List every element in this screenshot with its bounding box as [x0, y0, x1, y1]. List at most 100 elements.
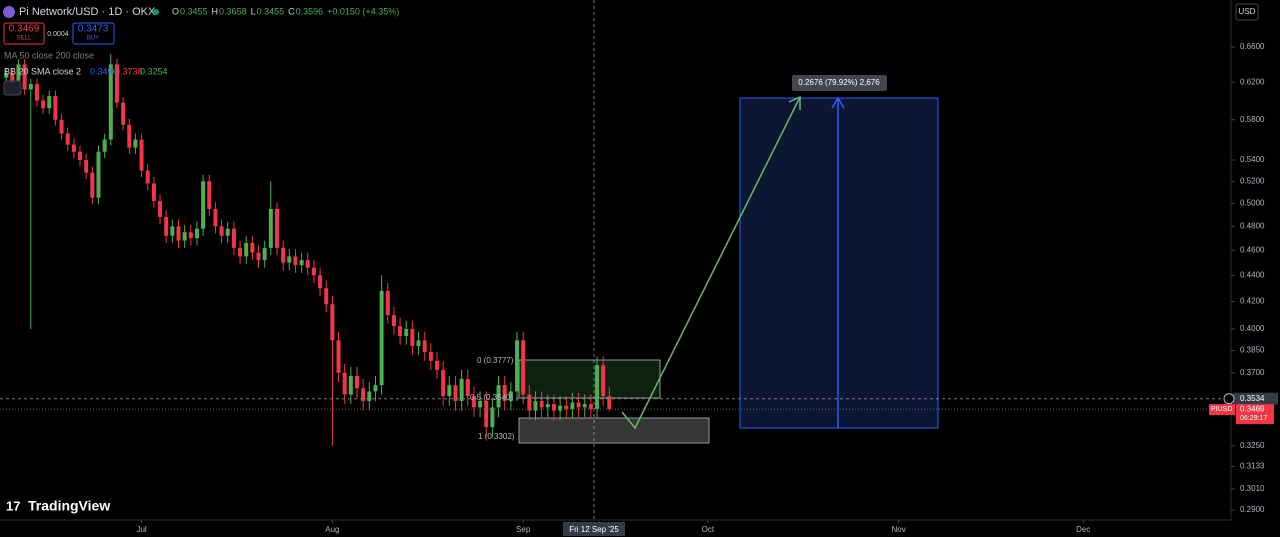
candle-body	[533, 400, 538, 411]
y-tick-label: 0.3133	[1240, 462, 1265, 471]
y-tick-label: 0.3250	[1240, 441, 1265, 450]
candle-body	[484, 400, 489, 428]
candle-body	[305, 260, 310, 268]
candle-body	[404, 328, 409, 337]
sell-button[interactable]	[3, 22, 45, 45]
candle-body	[588, 404, 593, 409]
currency: USD	[1239, 7, 1256, 16]
candle-body	[164, 217, 169, 236]
collapse-button[interactable]	[3, 80, 22, 96]
candle-body	[422, 340, 427, 352]
symbol-tag-box	[1209, 404, 1235, 416]
bb-basis: 0.3496	[90, 66, 118, 76]
y-tick-label: 0.6600	[1240, 42, 1265, 51]
candle-body	[379, 290, 384, 386]
candle-body	[151, 183, 156, 202]
candle-body	[176, 226, 181, 241]
candle-body	[558, 405, 563, 411]
ohlc-value: 0.3455	[257, 6, 285, 16]
plot	[4, 53, 612, 446]
candle-body	[595, 365, 600, 409]
candle-body	[22, 64, 27, 90]
candle-body	[527, 394, 532, 411]
candle-body	[311, 267, 316, 276]
x-tick-label: Dec	[1076, 525, 1090, 534]
candle-body	[342, 372, 347, 395]
currency-button[interactable]	[1235, 3, 1259, 21]
cursor-label-box	[563, 522, 625, 536]
x-tick-label: Oct	[702, 525, 715, 534]
candle-body	[521, 340, 526, 395]
candle-body	[582, 404, 587, 408]
candle-body	[515, 340, 520, 392]
candle-body	[570, 402, 575, 409]
symbol-tag: PIUSD	[1211, 406, 1232, 413]
ohlc-legend: O 0.3455 H 0.3658 L 0.3455 C 0.3596 +0.0150 (+4.…	[172, 6, 399, 16]
candle-body	[447, 385, 452, 397]
y-tick-label: 0.4600	[1240, 245, 1265, 254]
candle-body	[502, 385, 507, 401]
crosshair-price: 0.3534	[1240, 394, 1265, 403]
candle-body	[410, 328, 415, 347]
candle-body	[84, 160, 89, 173]
candle-body	[318, 275, 323, 289]
y-tick-label: 0.4400	[1240, 270, 1265, 279]
x-tick-label: Aug	[325, 525, 339, 534]
candle-body	[274, 208, 279, 248]
candle-body	[121, 102, 126, 125]
measure-label: 0.2676 (79.92%) 2,676	[798, 78, 880, 87]
candle-body	[78, 151, 83, 161]
candle-body	[373, 385, 378, 392]
measure-label-box	[792, 75, 887, 91]
y-tick-label: 0.5400	[1240, 155, 1265, 164]
candle-body	[182, 232, 187, 241]
candle-body	[348, 375, 353, 395]
candle-body	[10, 73, 15, 81]
candle-body	[354, 375, 359, 389]
symbol-title[interactable]: Pi Network/USD · 1D · OKX	[19, 6, 156, 18]
candle-body	[435, 360, 440, 370]
y-tick-label: 0.4000	[1240, 324, 1265, 333]
candle-body	[459, 378, 464, 401]
candle-body	[428, 351, 433, 361]
candle-body	[262, 247, 267, 261]
candle-body	[102, 139, 107, 152]
candle-body	[71, 144, 76, 152]
candle-body	[564, 405, 569, 409]
candle-body	[496, 385, 501, 408]
candle-body	[416, 340, 421, 347]
candle-body	[53, 96, 58, 120]
y-tick-label: 0.5800	[1240, 115, 1265, 124]
y-tick-label: 0.6200	[1240, 77, 1265, 86]
candle-body	[465, 378, 470, 397]
brand-logo: 17	[6, 498, 20, 513]
candle-body	[28, 84, 33, 90]
buy-price: 0.3473	[78, 24, 109, 35]
ma-legend[interactable]: MA 50 close 200 close	[4, 50, 94, 60]
ohlc-key: C	[288, 6, 295, 16]
cursor-label: Fri 12 Sep '25	[569, 525, 619, 534]
candle-body	[539, 400, 544, 408]
candle-body	[41, 100, 46, 109]
ohlc-change: +0.0150 (+4.35%)	[327, 6, 399, 16]
sell-price: 0.3469	[9, 24, 40, 35]
ohlc-value: 0.3455	[180, 6, 208, 16]
x-tick-label: Nov	[892, 525, 906, 534]
projection-arrow-head	[788, 95, 801, 110]
bb-legend[interactable]: BB 20 SMA close 2	[4, 66, 81, 76]
ohlc-value: 0.3658	[219, 6, 247, 16]
candle-body	[59, 119, 64, 134]
candle-body	[139, 139, 144, 171]
candle-body	[90, 172, 95, 198]
candle-body	[4, 73, 9, 78]
candle-body	[34, 84, 39, 101]
bb-lower: 0.3254	[140, 66, 168, 76]
countdown: 06:29:17	[1240, 415, 1267, 422]
candle-body	[219, 226, 224, 236]
candle-body	[398, 326, 403, 337]
candle-body	[114, 64, 119, 103]
candle-body	[336, 340, 341, 373]
buy-button[interactable]	[72, 22, 115, 45]
candle-body	[16, 64, 21, 81]
